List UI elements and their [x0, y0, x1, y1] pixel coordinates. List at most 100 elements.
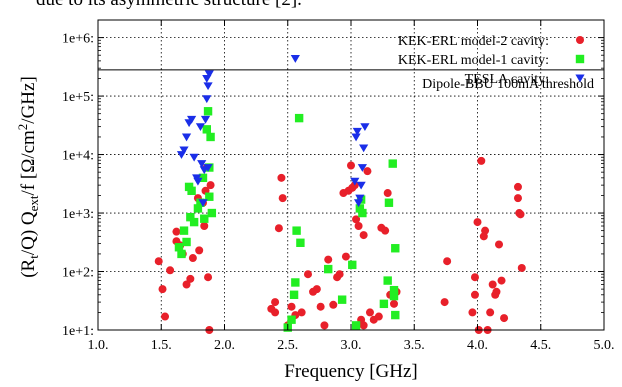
data-point-series-1	[287, 302, 296, 311]
data-point-series-1	[278, 194, 287, 203]
data-point-series-2	[358, 208, 367, 218]
y-tick-label: 1e+4:	[62, 149, 94, 164]
data-point-series-2	[388, 159, 397, 168]
data-point-series-1	[303, 270, 312, 279]
series-2	[174, 107, 400, 332]
data-point-series-2	[389, 285, 399, 295]
y-tick-label: 1e+3:	[62, 207, 94, 222]
data-point-series-2	[291, 278, 300, 287]
data-point-series-2	[348, 260, 357, 270]
data-point-series-1	[470, 273, 479, 282]
data-point-series-3	[204, 70, 214, 79]
data-point-series-1	[477, 156, 486, 165]
data-point-series-3	[179, 146, 189, 155]
data-point-series-1	[488, 280, 497, 289]
data-point-series-2	[207, 208, 217, 218]
data-point-series-2	[187, 186, 196, 196]
data-point-series-2	[200, 214, 209, 223]
data-point-series-3	[203, 164, 213, 172]
data-point-series-1	[443, 257, 452, 266]
data-point-series-1	[341, 252, 350, 261]
data-point-series-3	[356, 181, 366, 190]
data-point-series-1	[329, 300, 338, 309]
data-point-series-3	[200, 115, 211, 124]
x-tick-label: 2.5.	[277, 338, 298, 353]
data-point-series-1	[204, 273, 213, 282]
data-point-series-3	[195, 123, 206, 132]
data-point-series-1	[354, 222, 363, 231]
data-point-series-1	[495, 240, 504, 249]
data-point-series-1	[481, 226, 490, 235]
data-point-series-3	[181, 133, 192, 142]
legend-marker	[575, 54, 585, 64]
data-point-series-1	[324, 255, 333, 264]
data-point-series-3	[197, 160, 207, 168]
series-3	[176, 55, 370, 208]
x-tick-label: 5.0.	[594, 338, 615, 353]
data-point-series-1	[513, 194, 522, 203]
y-title-end: /GHz]	[18, 76, 39, 123]
data-point-series-3	[189, 153, 199, 162]
data-point-series-2	[379, 299, 389, 309]
data-point-series-1	[271, 298, 280, 307]
data-point-series-2	[337, 295, 347, 304]
data-point-series-3	[352, 127, 362, 136]
data-point-series-1	[486, 308, 495, 317]
data-point-series-1	[188, 254, 197, 263]
data-point-series-1	[312, 285, 321, 294]
legend-marker	[575, 74, 585, 83]
data-point-series-1	[271, 308, 280, 317]
y-tick-label: 1e+1:	[62, 324, 94, 339]
data-point-series-3	[359, 144, 369, 153]
y-tick-label: 1e+2:	[62, 266, 94, 281]
y-axis-title: (Rt/Q) Qext/f [Ω/cm2/GHz]	[15, 76, 41, 278]
legend: KEK-ERL model-2 cavity: KEK-ERL model-1 c…	[398, 34, 594, 92]
data-point-series-1	[316, 302, 325, 311]
data-point-series-3	[350, 177, 360, 186]
x-tick-label: 4.5.	[530, 338, 551, 353]
data-point-series-1	[468, 308, 477, 317]
data-point-series-1	[440, 298, 449, 307]
data-point-series-2	[289, 290, 299, 299]
data-point-series-2	[193, 204, 203, 213]
data-point-series-1	[297, 308, 306, 317]
data-point-series-2	[391, 310, 400, 320]
data-point-series-1	[492, 287, 501, 296]
data-point-series-3	[290, 55, 300, 63]
data-point-series-3	[193, 177, 203, 186]
data-point-series-3	[355, 194, 365, 203]
data-point-series-1	[347, 161, 355, 170]
data-point-series-2	[355, 204, 365, 213]
y-tick-label: 1e+6:	[62, 32, 94, 47]
data-point-series-2	[182, 237, 191, 247]
x-tick-label: 2.0.	[214, 338, 235, 353]
data-point-series-1	[274, 224, 283, 233]
y-title-pre: (R	[18, 258, 39, 277]
data-point-series-3	[351, 133, 361, 142]
data-point-series-1	[277, 173, 286, 182]
data-point-series-2	[287, 315, 296, 324]
data-point-series-1	[381, 226, 390, 235]
data-point-series-3	[353, 199, 364, 208]
data-point-series-1	[182, 280, 191, 289]
data-point-series-3	[202, 95, 212, 104]
data-point-series-1	[383, 189, 392, 198]
data-point-series-1	[513, 182, 522, 191]
data-point-series-1	[195, 246, 204, 255]
legend-label: TESLA cavity:	[465, 72, 549, 87]
data-point-series-3	[360, 123, 370, 132]
data-point-series-2	[179, 226, 189, 235]
data-point-series-1	[517, 263, 526, 272]
data-point-series-2	[383, 276, 392, 285]
x-tick-label: 1.5.	[151, 338, 172, 353]
data-point-series-2	[391, 244, 400, 253]
data-point-series-2	[292, 226, 301, 235]
data-point-series-1	[335, 270, 344, 279]
data-point-series-1	[166, 266, 175, 275]
data-point-series-3	[202, 75, 212, 83]
y-title-post: /f [Ω/cm	[18, 130, 39, 196]
data-point-series-3	[187, 115, 197, 124]
y-title-sup: 2	[15, 124, 30, 131]
data-point-series-2	[203, 107, 213, 116]
